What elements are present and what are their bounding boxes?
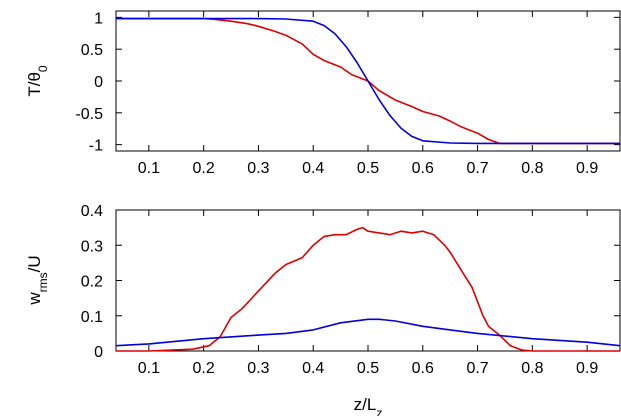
top-x-tick-label: 0.1 bbox=[138, 160, 160, 177]
bottom-y-tick-label: 0.3 bbox=[81, 238, 103, 255]
bottom-x-tick-label: 0.5 bbox=[357, 360, 379, 377]
top-x-tick-label: 0.8 bbox=[521, 160, 543, 177]
top-series bbox=[116, 17, 620, 145]
bottom-series-line-blue bbox=[115, 318, 621, 347]
bottom-x-tick-label: 0.2 bbox=[193, 360, 215, 377]
top-x-tick-label: 0.5 bbox=[357, 160, 379, 177]
top-y-tick-label: 1 bbox=[94, 10, 103, 27]
top-y-axis-label-sub: 0 bbox=[36, 65, 50, 72]
bottom-series-line-red bbox=[116, 226, 620, 352]
bottom-y-tick-label: 0.2 bbox=[81, 274, 103, 291]
top-series-line-red bbox=[116, 17, 620, 145]
bottom-x-tick-label: 0.8 bbox=[521, 360, 543, 377]
bottom-x-tick-label: 0.1 bbox=[138, 360, 160, 377]
bottom-ticks: 0.1 0.2 0.3 0.4 0.5 0.6 0.7 0.8 0.9 0.4 0.3 0.2 0.1 0 bbox=[81, 203, 620, 377]
top-ticks: 0.1 0.2 0.3 0.4 0.5 0.6 0.7 0.8 0.9 1 0.5 0 -0.5 -1 bbox=[75, 10, 620, 177]
top-y-axis-label-main: T/θ bbox=[25, 72, 44, 97]
top-y-tick-label: -1 bbox=[89, 138, 103, 155]
bottom-y-axis-label-sub: rms bbox=[36, 272, 50, 292]
top-x-tick-label: 0.2 bbox=[193, 160, 215, 177]
top-x-tick-label: 0.9 bbox=[576, 160, 598, 177]
top-panel: 0.1 0.2 0.3 0.4 0.5 0.6 0.7 0.8 0.9 1 0.5 0 -0.5 -1 T… bbox=[25, 10, 621, 177]
bottom-y-axis-label-suffix: /U bbox=[25, 255, 44, 272]
top-x-tick-label: 0.6 bbox=[412, 160, 434, 177]
bottom-x-tick-label: 0.4 bbox=[302, 360, 324, 377]
top-y-axis-label: T/θ0 bbox=[25, 65, 50, 97]
x-axis-label-sub: z bbox=[376, 406, 382, 416]
top-x-tick-label: 0.4 bbox=[302, 160, 324, 177]
top-x-tick-label: 0.3 bbox=[247, 160, 269, 177]
bottom-x-tick-label: 0.9 bbox=[576, 360, 598, 377]
top-y-tick-label: -0.5 bbox=[75, 106, 103, 123]
bottom-y-tick-label: 0.1 bbox=[81, 309, 103, 326]
bottom-panel: 0.1 0.2 0.3 0.4 0.5 0.6 0.7 0.8 0.90.40.30.20.10… bbox=[25, 203, 621, 416]
x-axis-label-main: z/L bbox=[354, 395, 377, 414]
bottom-x-tick-label: 0.7 bbox=[466, 360, 488, 377]
bottom-y-axis-label: wrms/U bbox=[25, 255, 50, 305]
top-y-tick-label: 0.5 bbox=[81, 42, 103, 59]
bottom-y-tick-label: 0.4 bbox=[81, 203, 103, 220]
bottom-x-tick-label: 0.6 bbox=[412, 360, 434, 377]
bottom-series bbox=[115, 226, 621, 352]
bottom-y-axis-label-main: w bbox=[25, 292, 44, 306]
top-series-line-blue bbox=[116, 17, 620, 145]
x-axis-label: z/Lz bbox=[354, 395, 383, 416]
top-x-tick-label: 0.7 bbox=[466, 160, 488, 177]
bottom-y-tick-label: 0 bbox=[94, 344, 103, 361]
top-y-tick-label: 0 bbox=[94, 74, 103, 91]
bottom-x-tick-label: 0.3 bbox=[247, 360, 269, 377]
